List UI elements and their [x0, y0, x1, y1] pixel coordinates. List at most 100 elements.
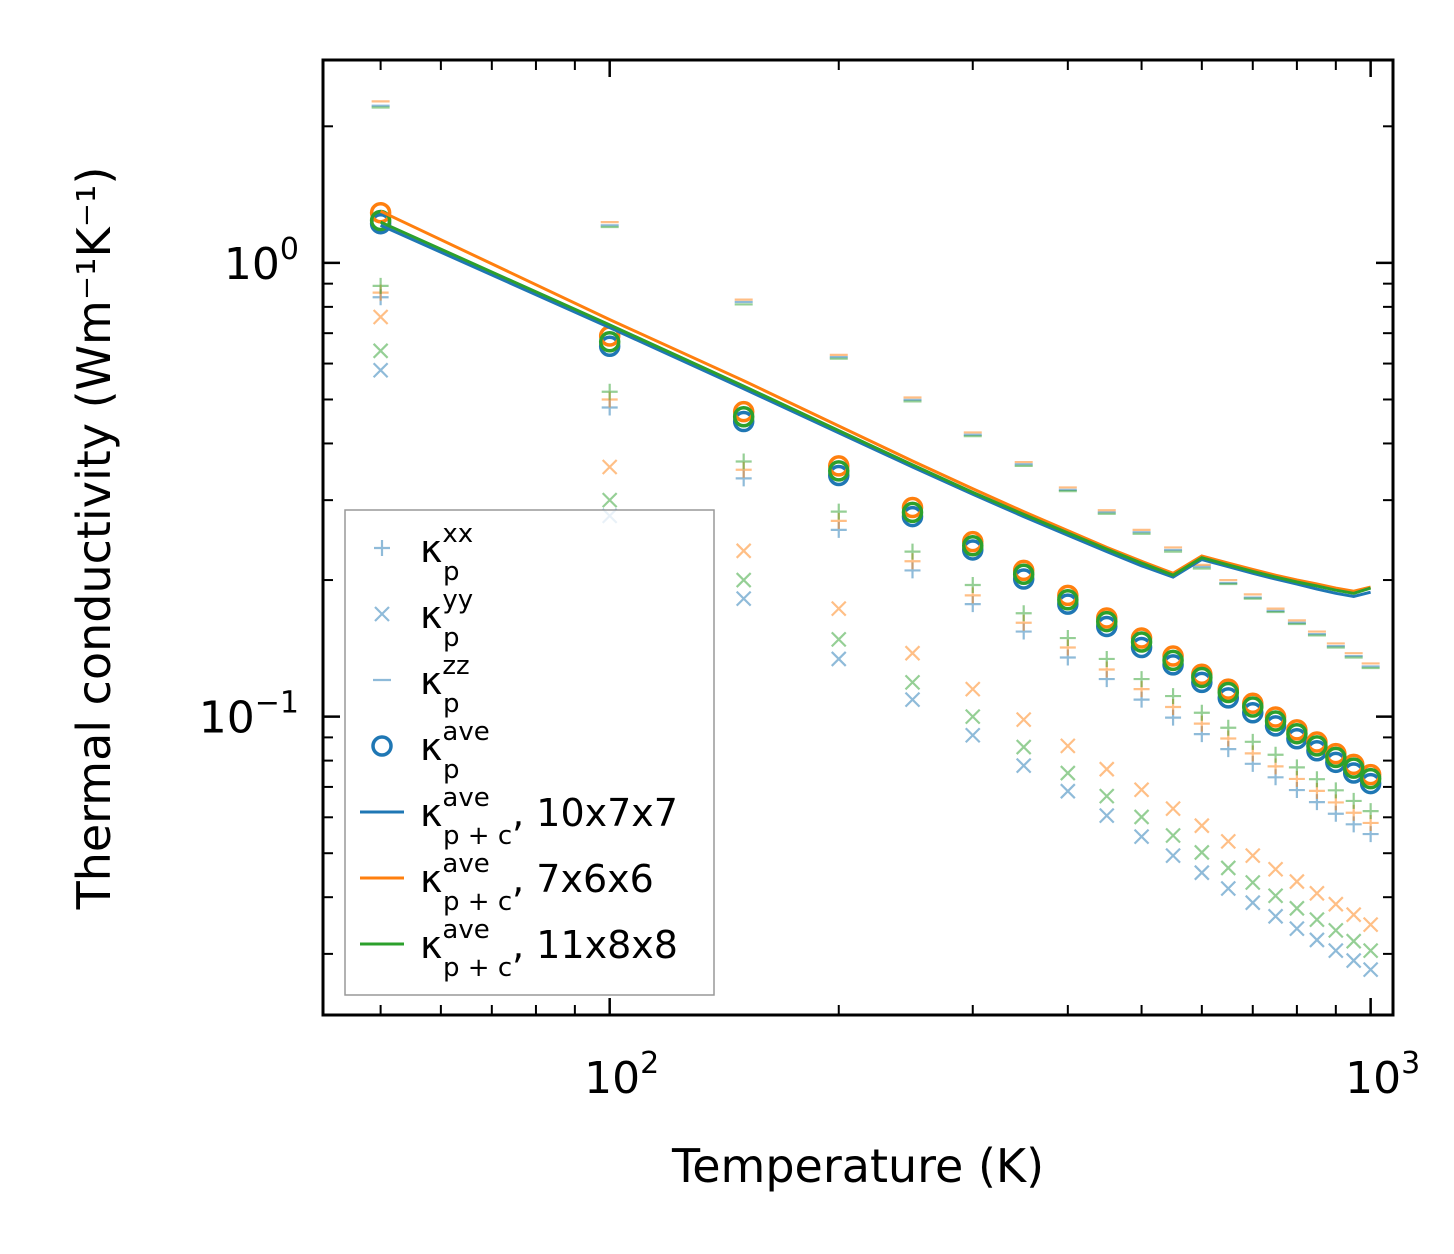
series-line-kp+c-11x8x8 — [379, 220, 1372, 595]
data-point-x — [1309, 885, 1325, 902]
data-point-x — [735, 590, 752, 607]
data-point-x — [1345, 952, 1362, 969]
legend-kappa: κ — [420, 659, 442, 703]
legend-superscript: zz — [442, 651, 469, 681]
legend-subscript: p + c — [443, 887, 512, 917]
data-point-x — [1060, 783, 1076, 799]
series-kave-11x8x8 — [369, 209, 1382, 790]
legend-entry: κave p + c, 10x7x7 — [360, 783, 678, 851]
data-point-circle — [732, 406, 755, 428]
data-point-x — [1267, 908, 1284, 925]
data-point-plus — [904, 543, 921, 560]
data-point-x — [830, 600, 847, 617]
data-point-x — [1362, 942, 1379, 959]
data-point-x — [1244, 874, 1261, 891]
y-tick-label: 100 — [224, 232, 299, 290]
series-kzz-7x6x6 — [371, 100, 1380, 665]
data-point-x — [1362, 961, 1379, 978]
legend-subscript: p — [443, 689, 460, 719]
data-point-circle — [1012, 563, 1035, 585]
legend-subscript: p + c — [443, 821, 512, 851]
data-point-x — [601, 492, 618, 508]
data-point-x — [1015, 739, 1032, 755]
data-point-x — [1133, 781, 1150, 798]
data-point-plus — [830, 503, 847, 520]
data-point-circle — [598, 331, 621, 353]
legend-kappa: κ — [420, 923, 442, 967]
legend-subscript: p — [443, 623, 460, 653]
legend-kappa: κ — [420, 791, 442, 835]
data-point-x — [964, 727, 981, 743]
data-point-x — [964, 681, 981, 697]
y-tick-exponent: 0 — [280, 232, 299, 267]
data-point-x — [1194, 844, 1210, 861]
data-point-circle — [962, 535, 984, 557]
plot-frame — [321, 58, 1395, 1017]
data-point-plus — [1244, 733, 1261, 750]
data-point-x — [1220, 880, 1237, 897]
legend-kappa: κ — [420, 527, 442, 571]
legend-superscript: ave — [442, 717, 489, 747]
data-point-x — [1165, 800, 1181, 817]
legend-entry: κave p — [371, 717, 490, 785]
x-tick-exponent: 2 — [640, 1046, 659, 1081]
data-point-circle — [1242, 696, 1264, 718]
data-point-x — [1267, 861, 1284, 878]
data-point-plus — [1133, 671, 1150, 688]
data-point-x — [1098, 807, 1115, 824]
data-point-x — [1309, 911, 1325, 928]
data-point-x — [1133, 828, 1150, 845]
data-point-plus — [1015, 605, 1032, 622]
series-kzz-11x8x8 — [371, 106, 1380, 670]
data-point-x — [830, 651, 847, 667]
data-point-x — [830, 631, 847, 648]
legend-entry: κyy p — [374, 585, 473, 653]
data-point-x — [1165, 827, 1181, 844]
legend-kappa: κ — [420, 725, 442, 769]
y-axis-label: Thermal conductivity (Wm⁻¹K⁻¹) — [67, 167, 121, 911]
data-point-plus — [1059, 630, 1076, 647]
legend-label: κzz p — [420, 651, 470, 719]
legend-marker-x — [374, 606, 390, 622]
data-point-plus — [1220, 719, 1237, 736]
data-point-x — [1244, 847, 1261, 864]
legend-subscript: p — [443, 557, 460, 587]
legend-entry: κzz p — [373, 651, 470, 719]
data-point-x — [1309, 932, 1325, 948]
data-point-plus — [1193, 704, 1210, 721]
y-tick-base: 10 — [199, 693, 255, 744]
legend-label: κyy p — [420, 585, 473, 653]
data-point-x — [1362, 916, 1379, 933]
data-point-plus — [1165, 688, 1182, 705]
data-point-x — [1194, 817, 1210, 834]
data-point-x — [1060, 738, 1076, 754]
data-point-x — [1328, 922, 1344, 939]
data-point-x — [1289, 920, 1305, 937]
x-tick-base: 10 — [1345, 1053, 1401, 1104]
data-point-x — [1220, 860, 1237, 876]
legend-entry: κave p + c, 11x8x8 — [360, 915, 678, 983]
y-tick-exponent: −1 — [255, 686, 299, 721]
data-point-x — [1133, 809, 1150, 825]
data-point-circle — [901, 501, 924, 524]
x-tick-label: 103 — [1345, 1046, 1420, 1104]
data-point-circle — [828, 460, 850, 482]
legend-suffix: , 7x6x6 — [512, 857, 654, 901]
legend-marker-plus — [374, 540, 390, 556]
data-point-x — [1244, 894, 1261, 911]
data-point-x — [1060, 765, 1076, 781]
data-point-circle — [1342, 757, 1365, 779]
data-point-circle — [1217, 681, 1240, 704]
legend-box — [344, 509, 715, 996]
series-kxx-11x8x8 — [372, 277, 1379, 820]
legend-label: κave p + c, 11x8x8 — [420, 915, 678, 983]
data-point-x — [735, 543, 752, 559]
series-line-kp+c-7x6x6 — [379, 209, 1371, 593]
data-point-x — [1328, 896, 1344, 912]
data-point-x — [1289, 873, 1305, 890]
x-tick-exponent: 3 — [1401, 1046, 1420, 1081]
